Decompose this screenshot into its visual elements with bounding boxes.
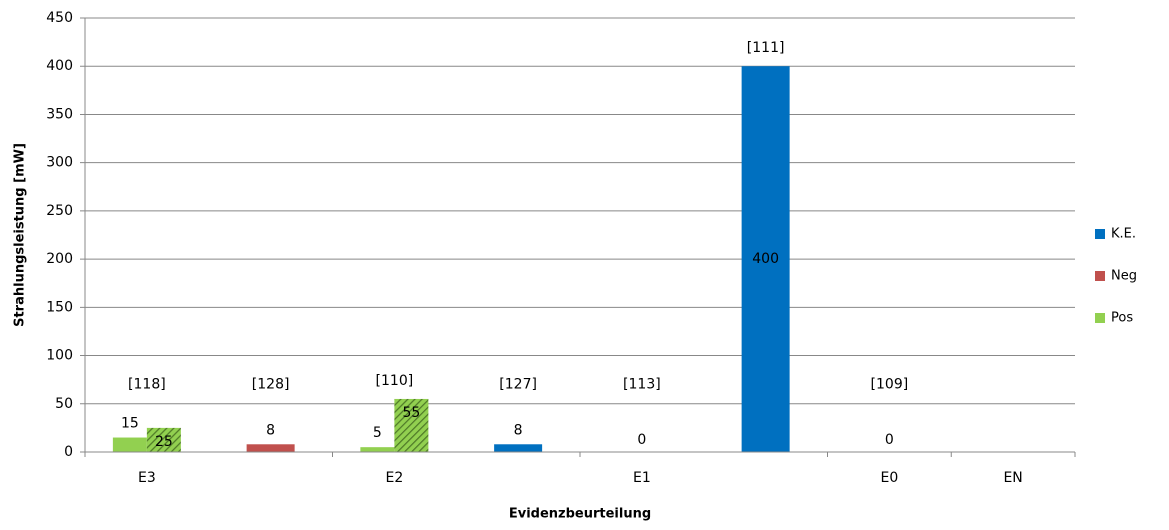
legend-label: Neg: [1111, 269, 1137, 284]
data-label: 0: [885, 432, 894, 448]
x-tick-label: E2: [385, 470, 403, 486]
bar: [494, 444, 543, 452]
y-tick-label: 50: [55, 396, 73, 412]
group-label: [127]: [499, 376, 537, 392]
group-label: [128]: [252, 376, 290, 392]
legend-swatch: [1095, 229, 1105, 239]
bar: [112, 437, 147, 452]
data-label: 55: [402, 405, 420, 421]
legend-swatch: [1095, 271, 1105, 281]
data-label: 25: [155, 434, 173, 450]
y-tick-label: 450: [46, 10, 73, 26]
x-tick-label: EN: [1003, 470, 1022, 486]
bar: [246, 444, 295, 452]
y-tick-label: 300: [46, 155, 73, 171]
x-tick-label: E0: [880, 470, 898, 486]
data-label: 400: [752, 251, 779, 267]
data-label: 8: [266, 422, 275, 438]
group-label: [113]: [623, 376, 661, 392]
legend-label: K.E.: [1111, 227, 1136, 242]
x-axis-title: Evidenzbeurteilung: [509, 507, 651, 522]
data-label: 5: [373, 425, 382, 441]
bar: [146, 427, 181, 452]
data-label: 8: [514, 422, 523, 438]
y-tick-label: 150: [46, 299, 73, 315]
x-tick-label: E1: [633, 470, 651, 486]
group-label: [118]: [128, 376, 166, 392]
group-label: [110]: [376, 373, 414, 389]
y-tick-label: 250: [46, 203, 73, 219]
group-label: [111]: [747, 40, 785, 56]
x-tick-label: E3: [138, 470, 156, 486]
bar: [360, 447, 395, 452]
legend-label: Pos: [1111, 311, 1133, 326]
y-tick-label: 100: [46, 348, 73, 364]
y-tick-label: 200: [46, 251, 73, 267]
legend-swatch: [1095, 313, 1105, 323]
data-label: 15: [121, 416, 139, 432]
group-label: [109]: [871, 376, 909, 392]
data-label: 0: [637, 432, 646, 448]
y-tick-label: 0: [64, 444, 73, 460]
y-axis-title: Strahlungsleistung [mW]: [13, 143, 28, 327]
y-tick-label: 350: [46, 106, 73, 122]
bar: [741, 66, 790, 452]
bar: [394, 398, 429, 452]
y-tick-label: 400: [46, 58, 73, 74]
